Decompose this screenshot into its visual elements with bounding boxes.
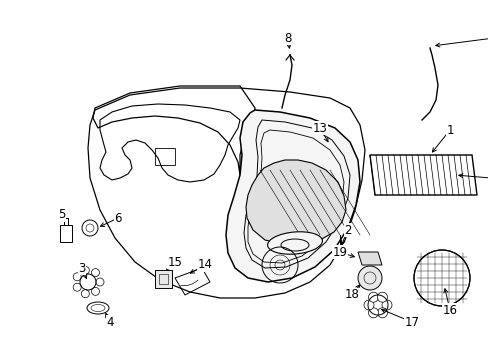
Text: 8: 8 [284, 31, 291, 45]
Text: 17: 17 [404, 315, 419, 328]
Text: 19: 19 [332, 246, 347, 258]
Text: 6: 6 [114, 211, 122, 225]
Circle shape [73, 283, 81, 291]
Text: 1: 1 [446, 123, 453, 136]
Text: 2: 2 [344, 224, 351, 237]
Polygon shape [225, 110, 359, 282]
Text: 3: 3 [78, 261, 85, 274]
Circle shape [357, 266, 381, 290]
Polygon shape [155, 270, 172, 288]
Circle shape [377, 308, 386, 318]
Circle shape [73, 273, 81, 281]
Circle shape [413, 250, 469, 306]
Circle shape [81, 266, 89, 274]
Circle shape [368, 308, 378, 318]
Text: 16: 16 [442, 303, 457, 316]
Text: 18: 18 [344, 288, 359, 302]
Polygon shape [245, 160, 346, 244]
Ellipse shape [267, 232, 322, 254]
Circle shape [381, 300, 391, 310]
Text: 5: 5 [58, 208, 65, 221]
Circle shape [368, 292, 378, 302]
Text: 14: 14 [197, 258, 212, 271]
Text: 4: 4 [106, 315, 114, 328]
Polygon shape [357, 252, 381, 265]
Text: 15: 15 [167, 256, 182, 269]
Circle shape [91, 269, 99, 276]
Circle shape [377, 292, 386, 302]
Circle shape [96, 278, 104, 286]
Circle shape [81, 290, 89, 298]
Circle shape [363, 300, 373, 310]
Circle shape [91, 287, 99, 296]
Text: 13: 13 [312, 122, 327, 135]
